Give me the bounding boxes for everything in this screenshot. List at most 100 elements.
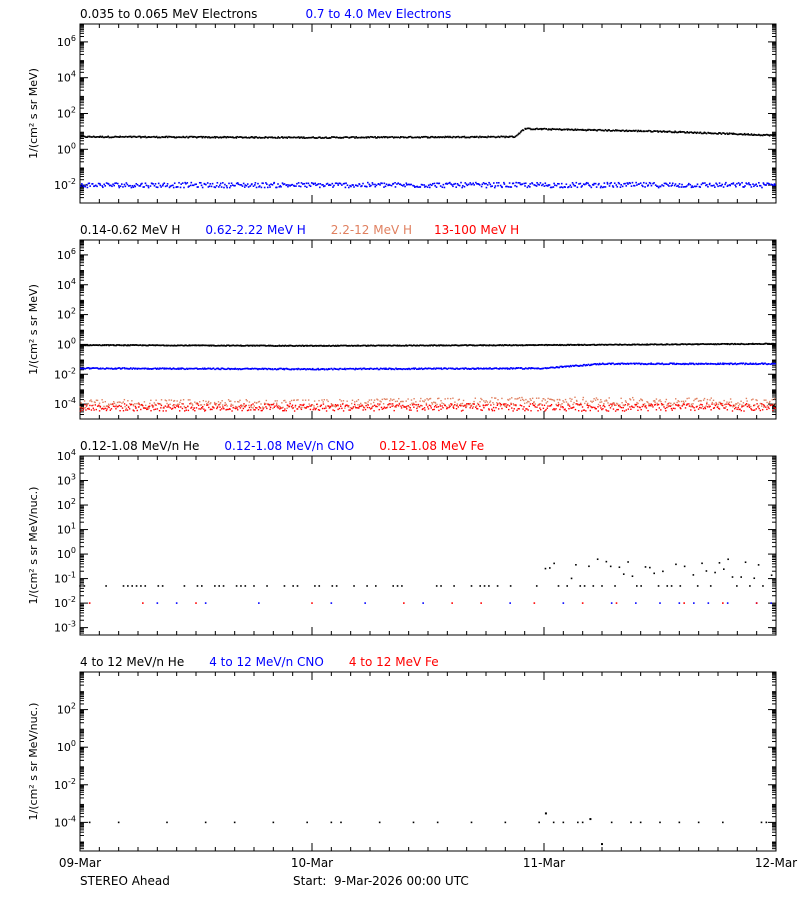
data-point	[559, 365, 562, 368]
data-point	[107, 403, 110, 405]
data-point	[434, 404, 437, 407]
data-point	[739, 343, 742, 345]
data-point	[462, 399, 465, 402]
data-point	[635, 404, 637, 407]
data-point	[463, 344, 465, 346]
data-point	[482, 404, 484, 406]
data-point	[359, 367, 362, 370]
data-point	[757, 406, 759, 408]
data-point	[594, 129, 597, 131]
data-point	[599, 128, 601, 131]
data-point	[414, 367, 417, 370]
data-point	[406, 345, 408, 347]
data-point	[551, 127, 554, 130]
data-point	[162, 367, 164, 369]
data-point	[575, 344, 578, 346]
data-point	[341, 184, 343, 186]
data-point	[393, 136, 396, 138]
data-point	[344, 405, 346, 407]
data-point	[759, 402, 762, 405]
data-point	[748, 183, 750, 186]
data-point	[740, 409, 742, 412]
data-point	[699, 186, 702, 188]
data-point	[248, 368, 251, 370]
data-point	[456, 367, 458, 370]
data-point	[363, 344, 365, 347]
data-point	[268, 345, 271, 347]
data-point	[703, 343, 706, 346]
data-point	[105, 409, 108, 412]
data-point	[549, 405, 551, 407]
data-point	[628, 403, 630, 406]
data-point	[753, 404, 755, 407]
data-point	[337, 405, 339, 407]
data-point	[744, 362, 747, 365]
data-point	[750, 399, 753, 401]
data-point	[514, 404, 516, 406]
data-point	[614, 585, 616, 587]
y-tick-label: 102	[57, 307, 76, 322]
data-point	[552, 344, 554, 346]
data-point	[419, 186, 422, 188]
data-point	[507, 399, 510, 401]
data-point	[194, 344, 196, 347]
data-point	[625, 401, 627, 403]
data-point	[169, 135, 172, 138]
data-point	[609, 407, 612, 409]
data-point	[251, 183, 253, 185]
data-point	[383, 367, 385, 370]
data-point	[767, 182, 770, 185]
data-point	[224, 402, 226, 404]
data-point	[181, 344, 184, 347]
data-point	[349, 345, 352, 347]
data-point	[188, 135, 191, 138]
data-point	[367, 136, 369, 138]
data-point	[104, 400, 106, 403]
data-point	[727, 362, 730, 365]
data-point	[501, 186, 503, 189]
data-point	[245, 404, 247, 407]
data-point	[309, 344, 311, 347]
data-point	[397, 405, 400, 407]
data-point	[399, 137, 401, 139]
data-point	[200, 135, 202, 138]
y-tick-label: 10-3	[54, 620, 76, 635]
data-point	[492, 403, 495, 406]
data-point	[446, 183, 449, 185]
data-point	[486, 184, 489, 186]
data-point	[303, 367, 305, 370]
data-point	[620, 362, 623, 365]
data-point	[689, 362, 691, 365]
data-point	[114, 367, 117, 370]
data-point	[116, 406, 118, 408]
data-point	[83, 400, 86, 402]
data-point	[650, 362, 652, 365]
data-point	[455, 344, 458, 347]
data-point	[693, 602, 695, 604]
data-point	[322, 368, 324, 370]
data-point	[750, 409, 753, 411]
data-point	[695, 362, 698, 365]
data-point	[530, 410, 532, 412]
data-point	[727, 403, 729, 405]
data-point	[377, 399, 379, 401]
data-point	[360, 136, 363, 139]
data-point	[491, 396, 493, 399]
data-point	[125, 404, 128, 406]
data-point	[196, 402, 198, 404]
data-point	[244, 367, 247, 370]
data-point	[437, 136, 440, 138]
data-point	[109, 409, 112, 411]
data-point	[370, 367, 373, 370]
data-point	[461, 186, 463, 189]
data-point	[130, 186, 133, 189]
data-point	[312, 183, 315, 186]
data-point	[622, 363, 625, 365]
data-point	[98, 405, 100, 407]
data-point	[466, 184, 469, 187]
data-point	[612, 408, 615, 410]
data-point	[342, 400, 345, 402]
data-point	[257, 368, 259, 371]
data-point	[469, 402, 472, 405]
data-point	[717, 133, 719, 135]
